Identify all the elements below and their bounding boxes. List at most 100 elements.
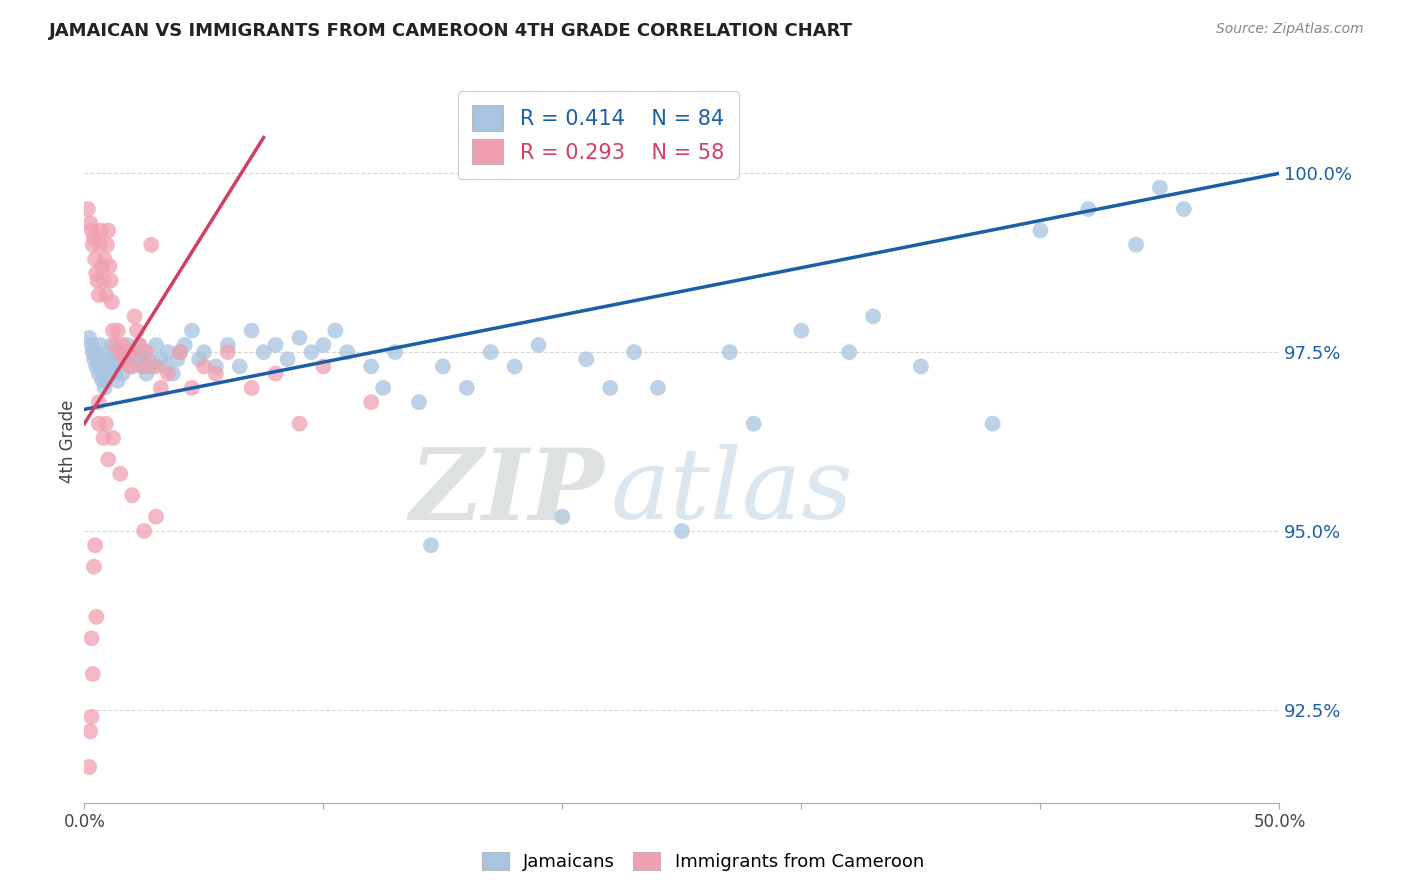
Point [84,538,107,552]
Point [432,359,454,374]
Point [132,345,156,359]
Point [94,417,117,431]
Point [193,359,215,374]
Point [131,359,153,374]
Point [420,538,443,552]
Point [97,223,120,237]
Point [104,352,127,367]
Point [100,274,122,288]
Point [90,359,112,374]
Point [83,559,105,574]
Point [80,632,103,646]
Point [82,345,104,359]
Point [384,345,406,359]
Point [87,367,110,381]
Text: Source: ZipAtlas.com: Source: ZipAtlas.com [1216,22,1364,37]
Point [373,381,395,395]
Point [89,338,111,352]
Point [110,345,132,359]
Point [169,345,191,359]
Point [623,345,645,359]
Point [671,524,693,538]
Point [83,352,105,367]
Point [90,223,112,237]
Point [84,345,107,359]
Point [110,467,132,481]
Point [118,345,141,359]
Point [312,338,335,352]
Point [97,452,120,467]
Point [84,252,107,266]
Point [312,359,335,374]
Point [128,338,150,352]
Point [86,609,108,624]
Point [82,237,104,252]
Point [93,274,115,288]
Point [264,367,287,381]
Point [105,359,128,374]
Point [114,352,136,367]
Point [575,352,598,367]
Point [103,367,125,381]
Point [162,367,184,381]
Point [1125,237,1147,252]
Point [100,367,122,381]
Point [117,345,139,359]
Point [188,352,211,367]
Point [121,359,143,374]
Point [1077,202,1099,216]
Point [93,367,115,381]
Point [1029,223,1052,237]
Point [599,381,621,395]
Point [408,395,430,409]
Point [82,667,104,681]
Point [145,509,167,524]
Point [862,310,884,324]
Point [138,352,160,367]
Point [77,202,100,216]
Point [456,381,478,395]
Point [360,395,382,409]
Point [288,417,311,431]
Point [86,359,108,374]
Point [80,223,103,237]
Point [98,352,121,367]
Point [910,359,932,374]
Point [111,367,134,381]
Point [77,331,100,345]
Point [253,345,276,359]
Point [217,345,239,359]
Point [157,345,180,359]
Point [132,359,156,374]
Point [503,359,526,374]
Point [155,359,177,374]
Text: ZIP: ZIP [409,444,605,541]
Point [93,252,115,266]
Legend: R = 0.414    N = 84, R = 0.293    N = 58: R = 0.414 N = 84, R = 0.293 N = 58 [457,91,740,179]
Point [87,288,110,302]
Point [527,338,550,352]
Point [240,381,263,395]
Point [104,338,127,352]
Point [107,324,129,338]
Point [277,352,299,367]
Point [79,724,101,739]
Point [96,359,118,374]
Legend: Jamaicans, Immigrants from Cameroon: Jamaicans, Immigrants from Cameroon [475,845,931,879]
Point [135,345,157,359]
Point [132,524,156,538]
Point [101,324,124,338]
Point [110,345,132,359]
Point [101,295,124,310]
Point [145,359,167,374]
Point [479,345,502,359]
Point [94,374,117,388]
Point [181,381,204,395]
Point [173,338,195,352]
Point [229,359,252,374]
Point [128,338,150,352]
Point [101,338,124,352]
Point [86,267,108,281]
Point [93,431,115,445]
Point [80,710,103,724]
